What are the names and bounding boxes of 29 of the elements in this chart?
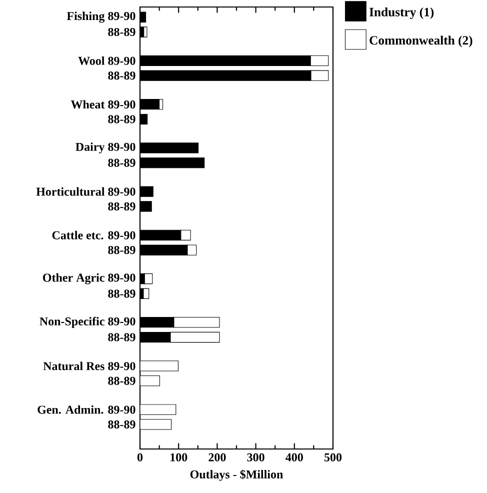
y-tick-label: 88-89 [108, 376, 136, 385]
y-tick-label: 88-89 [108, 28, 136, 36]
x-tick-label: 100 [170, 453, 188, 462]
y-tick-label: Cattle etc. 89-90 [52, 230, 136, 240]
y-tick-label: 88-89 [108, 420, 136, 429]
y-tick-label: 88-89 [108, 115, 136, 124]
x-tick-label: 200 [208, 453, 226, 462]
y-tick-label: Horticultural 89-90 [36, 187, 136, 196]
y-tick-label: Fishing 89-90 [66, 12, 136, 23]
x-tick-label: 400 [286, 453, 303, 462]
y-tick-label: Dairy 89-90 [76, 142, 136, 154]
y-tick-label: Wool 89-90 [78, 56, 136, 65]
legend-label: Industry (1) [369, 7, 434, 19]
y-tick-label: 88-89 [108, 333, 136, 342]
x-axis-title: Outlays - $Million [190, 470, 283, 481]
y-tick-label: 88-89 [108, 158, 136, 167]
y-tick-label: 88-89 [108, 290, 136, 298]
x-tick-label: 300 [247, 453, 264, 462]
y-tick-label: Other Agric 89-90 [43, 273, 136, 284]
y-tick-label: Non-Specific 89-90 [40, 316, 136, 328]
y-tick-label: 88-89 [108, 202, 136, 210]
legend-label: Commonwealth (2) [370, 36, 472, 48]
y-tick-label: Wheat 89-90 [70, 100, 136, 109]
x-tick-label: 500 [324, 453, 342, 462]
y-tick-label: Gen. Admin. 89-90 [38, 405, 136, 414]
x-tick-label: 0 [137, 453, 143, 462]
y-tick-label: 88-89 [108, 246, 136, 254]
y-tick-label: 88-89 [108, 72, 136, 80]
y-tick-label: Natural Res 89-90 [43, 362, 136, 370]
